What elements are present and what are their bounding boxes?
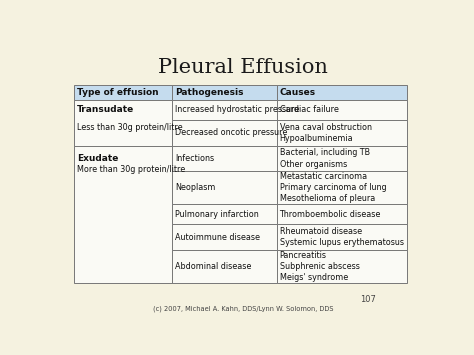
Text: Bacterial, including TB
Other organisms: Bacterial, including TB Other organisms: [280, 148, 370, 169]
Text: Cardiac failure: Cardiac failure: [280, 105, 338, 114]
Bar: [172, 224, 277, 250]
Text: Abdominal disease: Abdominal disease: [175, 262, 251, 271]
Bar: [277, 100, 407, 120]
Text: Autoimmune disease: Autoimmune disease: [175, 233, 260, 242]
Bar: [172, 250, 277, 283]
Text: Rheumatoid disease
Systemic lupus erythematosus: Rheumatoid disease Systemic lupus erythe…: [280, 227, 403, 247]
Bar: [172, 120, 277, 146]
Bar: [277, 224, 407, 250]
Text: Pathogenesis: Pathogenesis: [175, 88, 243, 97]
Bar: [74, 85, 172, 100]
Bar: [277, 250, 407, 283]
Text: Increased hydrostatic pressure: Increased hydrostatic pressure: [175, 105, 299, 114]
Text: (c) 2007, Michael A. Kahn, DDS/Lynn W. Solomon, DDS: (c) 2007, Michael A. Kahn, DDS/Lynn W. S…: [153, 306, 333, 312]
Bar: [74, 146, 172, 283]
Text: Type of effusion: Type of effusion: [77, 88, 158, 97]
Bar: [277, 85, 407, 100]
Text: Pleural Effusion: Pleural Effusion: [158, 58, 328, 77]
Text: Metastatic carcinoma
Primary carcinoma of lung
Mesothelioma of pleura: Metastatic carcinoma Primary carcinoma o…: [280, 172, 386, 203]
Text: 107: 107: [360, 295, 376, 305]
Text: Thromboembolic disease: Thromboembolic disease: [280, 210, 381, 219]
Bar: [172, 85, 277, 100]
Bar: [277, 120, 407, 146]
Bar: [172, 204, 277, 224]
Text: Less than 30g protein/litre: Less than 30g protein/litre: [77, 123, 182, 132]
Bar: [172, 171, 277, 204]
Text: Infections: Infections: [175, 154, 214, 163]
Text: More than 30g protein/litre: More than 30g protein/litre: [77, 164, 185, 174]
Text: Transudate: Transudate: [77, 105, 134, 114]
Bar: [172, 100, 277, 120]
Text: Neoplasm: Neoplasm: [175, 183, 215, 192]
Text: Exudate: Exudate: [77, 153, 118, 163]
Text: Decreased oncotic pressure: Decreased oncotic pressure: [175, 128, 287, 137]
Bar: [277, 204, 407, 224]
Text: Causes: Causes: [280, 88, 316, 97]
Text: Pancreatitis
Subphrenic abscess
Meigs' syndrome: Pancreatitis Subphrenic abscess Meigs' s…: [280, 251, 359, 282]
Bar: [277, 146, 407, 171]
Bar: [74, 100, 172, 146]
Text: Pulmonary infarction: Pulmonary infarction: [175, 210, 258, 219]
Bar: [172, 146, 277, 171]
Bar: [277, 171, 407, 204]
Text: Vena caval obstruction
Hypoalbuminemia: Vena caval obstruction Hypoalbuminemia: [280, 123, 372, 143]
